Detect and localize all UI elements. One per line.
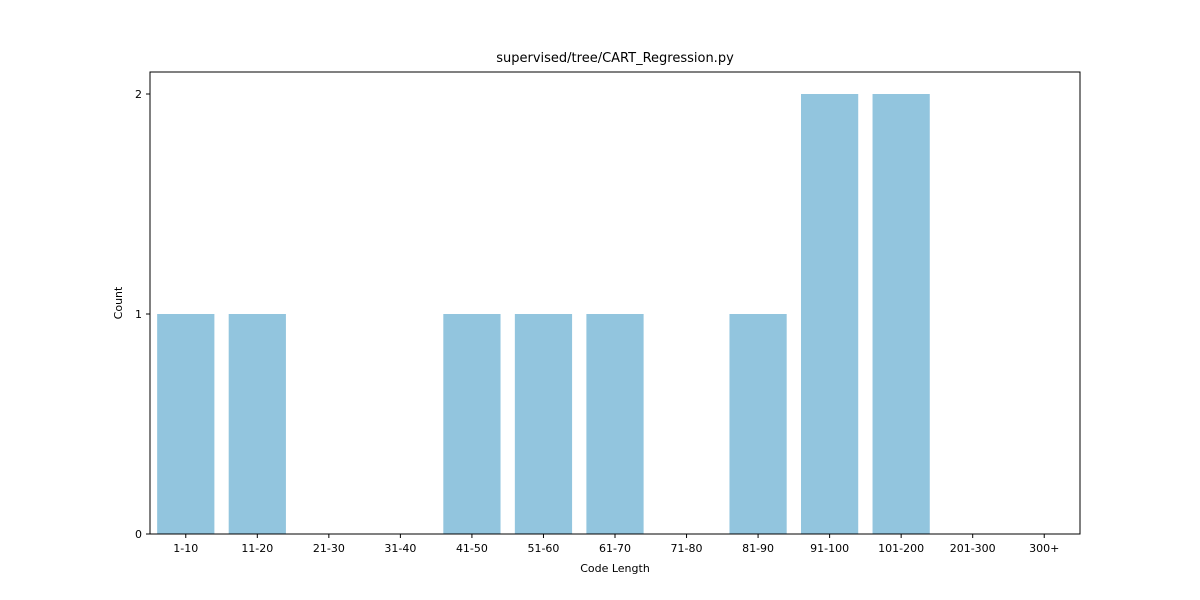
x-tick-label: 71-80 <box>671 542 703 555</box>
bar-51-60 <box>514 314 573 534</box>
x-tick-label: 31-40 <box>384 542 416 555</box>
x-axis-label: Code Length <box>580 562 650 575</box>
x-tick-label: 41-50 <box>456 542 488 555</box>
y-axis-ticks: 0 1 2 <box>135 88 150 541</box>
x-tick-label: 51-60 <box>527 542 559 555</box>
bar-1-10 <box>157 314 215 534</box>
y-tick-label: 1 <box>135 308 142 321</box>
x-tick-label: 300+ <box>1029 542 1059 555</box>
x-tick-label: 201-300 <box>950 542 996 555</box>
x-tick-label: 11-20 <box>241 542 273 555</box>
x-axis-ticks: 1-10 11-20 21-30 31-40 41-50 51-60 61-70 71-80 8… <box>173 534 1059 555</box>
x-tick-label: 81-90 <box>742 542 774 555</box>
x-tick-label: 61-70 <box>599 542 631 555</box>
y-axis-label: Count <box>112 286 125 319</box>
bar-101-200 <box>872 94 930 534</box>
chart-title: supervised/tree/CART_Regression.py <box>496 51 734 66</box>
y-tick-label: 0 <box>135 528 142 541</box>
x-tick-label: 101-200 <box>878 542 924 555</box>
bar-81-90 <box>729 314 787 534</box>
bars-group <box>157 94 930 534</box>
x-tick-label: 91-100 <box>810 542 849 555</box>
x-tick-label: 1-10 <box>173 542 198 555</box>
bar-11-20 <box>228 314 286 534</box>
x-tick-label: 21-30 <box>313 542 345 555</box>
bar-61-70 <box>586 314 644 534</box>
bar-41-50 <box>443 314 501 534</box>
bar-91-100 <box>801 94 859 534</box>
y-tick-label: 2 <box>135 88 142 101</box>
